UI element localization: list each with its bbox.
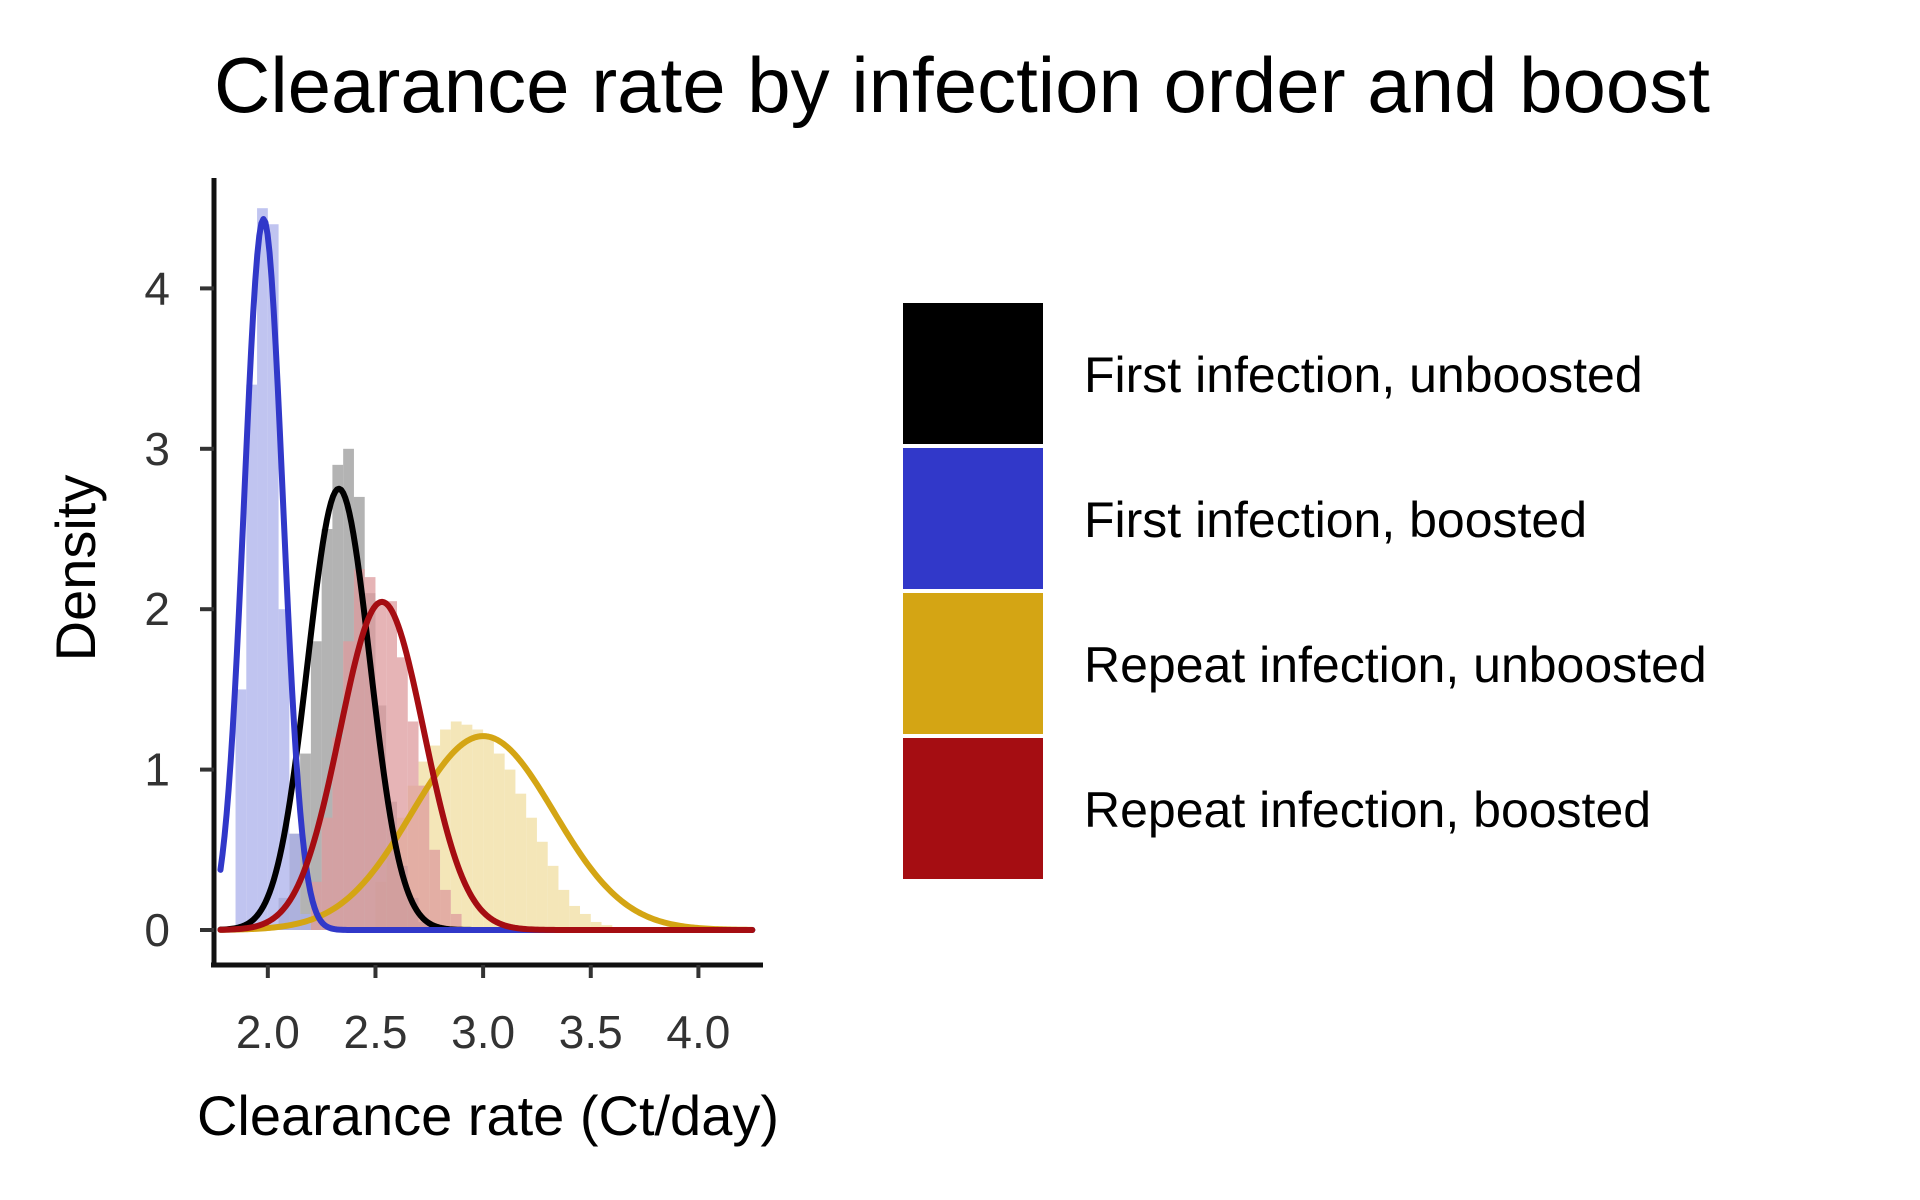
x-axis-ticks: 2.0 2.5 3.0 3.5 4.0 — [236, 965, 730, 1058]
legend-key-repeat-infection-boosted — [901, 736, 1045, 881]
x-axis-title: Clearance rate (Ct/day) — [197, 1084, 779, 1147]
histogram-bar-repeat-infection-boosted — [332, 737, 344, 930]
y-tick-label: 3 — [144, 423, 170, 475]
y-tick-label: 2 — [144, 583, 170, 635]
histogram-bar-first-infection-boosted — [278, 609, 290, 930]
histogram-bar-repeat-infection-unboosted — [526, 817, 537, 930]
density-curve-repeat-infection-unboosted — [217, 733, 756, 933]
histogram-bar-first-infection-boosted — [235, 689, 247, 930]
histogram-bar-repeat-infection-boosted — [397, 657, 408, 930]
density-curve-layer — [217, 216, 756, 933]
histogram-bar-repeat-infection-boosted — [407, 721, 419, 930]
histogram-bar-repeat-infection-unboosted — [515, 793, 527, 930]
histogram-bar-first-infection-boosted — [246, 384, 258, 930]
histogram-bar-first-infection-unboosted — [321, 529, 333, 930]
histogram-bar-repeat-infection-boosted — [353, 569, 365, 930]
histogram-bar-repeat-infection-unboosted — [580, 913, 591, 930]
density-curve-repeat-infection-boosted — [217, 598, 756, 933]
y-axis-ticks: 0 1 2 3 4 — [144, 262, 214, 956]
legend-label-first-infection-boosted: First infection, boosted — [1084, 492, 1587, 548]
histogram-bar-repeat-infection-boosted — [386, 601, 397, 930]
histogram-bar-repeat-infection-unboosted — [461, 724, 473, 930]
histogram-bar-repeat-infection-unboosted — [450, 721, 462, 930]
legend-label-repeat-infection-unboosted: Repeat infection, unboosted — [1084, 637, 1707, 693]
histogram-layer — [235, 208, 613, 931]
legend: First infection, unboosted First infectio… — [901, 301, 1707, 881]
y-tick-label: 0 — [144, 904, 170, 956]
y-axis-title: Density — [44, 475, 107, 662]
histogram-bar-repeat-infection-boosted — [440, 889, 451, 930]
histogram-bar-repeat-infection-boosted — [418, 785, 430, 930]
histogram-bar-repeat-infection-boosted — [343, 641, 354, 930]
legend-key-first-infection-unboosted — [901, 301, 1045, 446]
histogram-bar-first-infection-unboosted — [310, 641, 322, 930]
legend-label-repeat-infection-boosted: Repeat infection, boosted — [1084, 782, 1651, 838]
chart-title: Clearance rate by infection order and bo… — [214, 41, 1710, 129]
histogram-bar-repeat-infection-unboosted — [429, 745, 441, 930]
x-tick-label: 3.0 — [451, 1006, 515, 1058]
histogram-bar-repeat-infection-unboosted — [504, 769, 516, 930]
legend-label-first-infection-unboosted: First infection, unboosted — [1084, 347, 1643, 403]
x-tick-label: 3.5 — [559, 1006, 623, 1058]
x-tick-label: 2.0 — [236, 1006, 300, 1058]
y-tick-label: 1 — [144, 744, 170, 796]
histogram-bar-first-infection-boosted — [267, 224, 279, 931]
histogram-bar-repeat-infection-unboosted — [493, 753, 505, 930]
histogram-bar-repeat-infection-unboosted — [483, 737, 494, 930]
legend-key-repeat-infection-unboosted — [901, 591, 1045, 736]
histogram-bar-repeat-infection-unboosted — [472, 729, 484, 930]
histogram-bar-first-infection-boosted — [289, 833, 301, 930]
histogram-bar-repeat-infection-unboosted — [569, 905, 580, 930]
histogram-bar-repeat-infection-boosted — [450, 913, 462, 930]
histogram-bar-first-infection-unboosted — [332, 464, 344, 930]
x-tick-label: 2.5 — [343, 1006, 407, 1058]
histogram-bar-repeat-infection-unboosted — [547, 865, 559, 930]
x-tick-label: 4.0 — [666, 1006, 730, 1058]
histogram-bar-repeat-infection-boosted — [429, 849, 441, 930]
legend-key-first-infection-boosted — [901, 446, 1045, 591]
histogram-bar-repeat-infection-unboosted — [590, 921, 602, 930]
histogram-bar-repeat-infection-unboosted — [536, 841, 548, 930]
plot-area — [217, 208, 756, 933]
histogram-bar-repeat-infection-unboosted — [558, 889, 570, 930]
y-tick-label: 4 — [144, 262, 170, 314]
histogram-bar-repeat-infection-boosted — [321, 817, 333, 930]
histogram-bar-first-infection-boosted — [257, 208, 268, 930]
histogram-bar-repeat-infection-boosted — [364, 577, 376, 930]
